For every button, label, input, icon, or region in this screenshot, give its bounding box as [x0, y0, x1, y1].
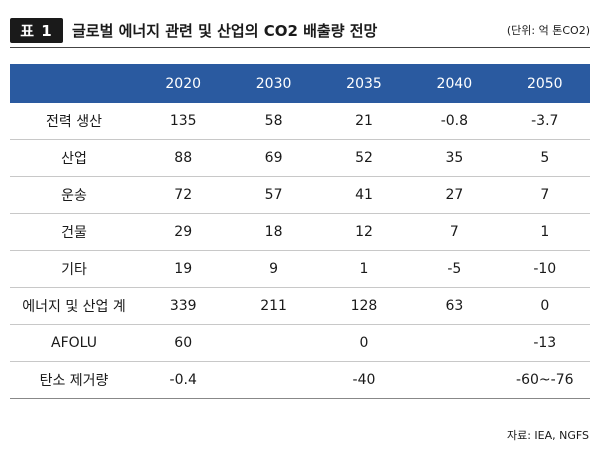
table-cell: 63 [409, 287, 500, 325]
table-cell: 21 [318, 103, 410, 140]
table-cell: 18 [228, 213, 319, 251]
table-cell: 41 [318, 176, 410, 214]
table-cell: 1 [318, 250, 410, 288]
table-cell: 128 [318, 287, 410, 325]
table-number-badge: 표 1 [10, 18, 63, 43]
table-cell: 60 [138, 324, 229, 362]
table-cell: 35 [409, 139, 500, 177]
column-header: 2030 [228, 64, 319, 103]
unit-note: (단위: 억 톤CO2) [506, 24, 590, 37]
table-cell: -5 [409, 250, 500, 288]
table-cell: 339 [138, 287, 229, 325]
table-cell: 12 [318, 213, 410, 251]
row-label: 에너지 및 산업 계 [10, 287, 138, 325]
table-cell: 135 [138, 103, 229, 140]
table-cell-merged: 0 [228, 324, 500, 362]
table-cell: -3.7 [499, 103, 590, 140]
table-cell: 88 [138, 139, 229, 177]
table-cell: 1 [499, 213, 590, 251]
table-cell: 69 [228, 139, 319, 177]
table-cell: -10 [499, 250, 590, 288]
table-cell: -0.8 [409, 103, 500, 140]
row-label: 운송 [10, 176, 138, 214]
table-cell: 211 [228, 287, 319, 325]
table-cell: -0.4 [138, 361, 229, 399]
table-cell: -13 [499, 324, 590, 362]
table-cell: -60~-76 [499, 361, 590, 399]
column-header: 2050 [499, 64, 590, 103]
table-cell: 7 [409, 213, 500, 251]
table-cell: 58 [228, 103, 319, 140]
table-row: 기타 19 9 1 -5 -10 [10, 250, 590, 288]
table-cell: 52 [318, 139, 410, 177]
source-note: 자료: IEA, NGFS [506, 429, 589, 442]
table-row: 건물 29 18 12 7 1 [10, 213, 590, 251]
table-row: 산업 88 69 52 35 5 [10, 139, 590, 177]
column-header [10, 64, 138, 103]
row-label: 건물 [10, 213, 138, 251]
column-header: 2020 [138, 64, 229, 103]
table-cell: 9 [228, 250, 319, 288]
column-header: 2035 [318, 64, 410, 103]
row-label: 기타 [10, 250, 138, 288]
row-label: AFOLU [10, 324, 138, 362]
row-label: 전력 생산 [10, 103, 138, 140]
table-row-carbon-removal: 탄소 제거량 -0.4 -40 -60~-76 [10, 361, 590, 399]
table-cell: 19 [138, 250, 229, 288]
header-divider [10, 47, 590, 48]
row-label: 산업 [10, 139, 138, 177]
table-cell: 0 [499, 287, 590, 325]
table-cell: 57 [228, 176, 319, 214]
table-row: 전력 생산 135 58 21 -0.8 -3.7 [10, 103, 590, 140]
row-label: 탄소 제거량 [10, 361, 138, 399]
table-header: 표 1 글로벌 에너지 관련 및 산업의 CO2 배출량 전망 (단위: 억 톤… [10, 16, 590, 44]
table-cell: 72 [138, 176, 229, 214]
table-cell-merged: -40 [228, 361, 500, 399]
table-title: 글로벌 에너지 관련 및 산업의 CO2 배출량 전망 [72, 22, 378, 40]
table-cell: 5 [499, 139, 590, 177]
table-cell: 27 [409, 176, 500, 214]
table-row-afolu: AFOLU 60 0 -13 [10, 324, 590, 362]
table-row: 에너지 및 산업 계 339 211 128 63 0 [10, 287, 590, 325]
table-cell: 7 [499, 176, 590, 214]
table-row: 운송 72 57 41 27 7 [10, 176, 590, 214]
header-row: 2020 2030 2035 2040 2050 [10, 64, 590, 103]
emissions-table: 2020 2030 2035 2040 2050 전력 생산 135 58 21… [10, 64, 590, 399]
table-cell: 29 [138, 213, 229, 251]
column-header: 2040 [409, 64, 500, 103]
